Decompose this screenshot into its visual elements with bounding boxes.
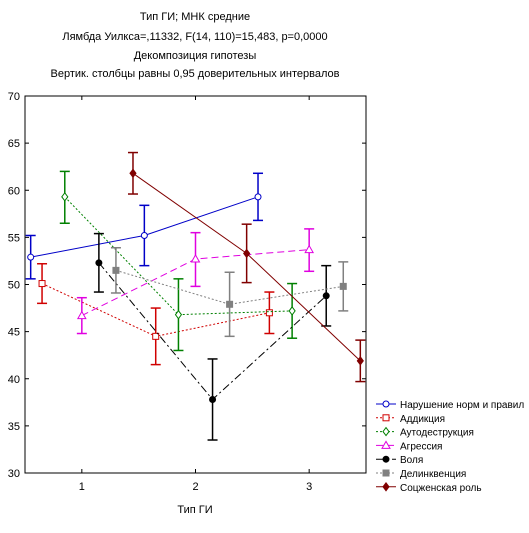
y-tick-label: 50 [8,280,20,292]
y-tick-label: 45 [8,327,20,339]
data-point [38,280,46,288]
legend-marker [382,481,390,492]
y-tick-label: 35 [8,421,20,433]
title-line: Декомпозиция гипотезы [134,50,257,62]
data-point [174,309,183,320]
legend-label: Аддикция [400,414,445,425]
data-point [95,259,103,267]
data-point [254,193,262,201]
y-tick-label: 70 [8,91,20,103]
series-group [25,151,366,441]
series-6 [127,151,366,383]
data-point [265,309,273,317]
series-2 [59,170,298,352]
series-5 [110,246,349,338]
x-tick-label: 1 [79,481,85,493]
data-point [226,300,234,308]
data-point [322,292,330,300]
data-point [339,282,347,290]
data-point [209,395,217,403]
legend-marker [382,469,390,477]
axes: 30 35 40 45 50 55 60 65 70 1 2 3 [8,91,367,493]
legend-marker [382,400,390,408]
legend-label: Аутодеструкция [400,428,474,439]
data-point [61,192,69,202]
data-point [129,168,137,179]
legend-label: Соцженская роль [400,483,482,494]
data-point [190,254,201,263]
series-4 [93,232,332,441]
legend-marker [382,426,390,437]
data-point [112,266,120,274]
data-point [152,332,160,340]
legend-label: Нарушение норм и правил [400,400,524,411]
legend-marker [382,455,390,463]
legend-marker [382,414,390,422]
y-tick-label: 30 [8,468,20,480]
legend: Нарушение норм и правил Аддикция Аутодестр… [376,400,524,494]
x-tick-label: 2 [192,481,198,493]
series-0 [25,172,264,280]
data-point [243,248,251,259]
data-point [76,310,87,320]
title-line: Тип ГИ; МНК средние [140,11,250,23]
y-tick-label: 40 [8,374,20,386]
series-3 [76,228,315,335]
x-axis-label: Тип ГИ [177,504,212,516]
legend-label: Делинквенция [400,469,466,480]
x-tick-label: 3 [306,481,312,493]
data-point [140,231,148,239]
chart-title: Тип ГИ; МНК средние Лямбда Уилкса=,11332,… [51,11,340,80]
data-point [288,306,296,316]
title-line: Вертик. столбцы равны 0,95 доверительных… [51,68,340,80]
legend-label: Воля [400,455,423,466]
legend-marker [381,440,391,449]
data-point [356,356,364,366]
legend-label: Агрессия [400,441,442,452]
y-tick-label: 55 [8,232,20,244]
data-point [304,244,315,254]
y-tick-label: 65 [8,138,20,150]
title-line: Лямбда Уилкса=,11332, F(14, 110)=15,483,… [62,31,327,43]
series-1 [37,263,275,366]
y-tick-label: 60 [8,185,20,197]
data-point [27,253,35,261]
